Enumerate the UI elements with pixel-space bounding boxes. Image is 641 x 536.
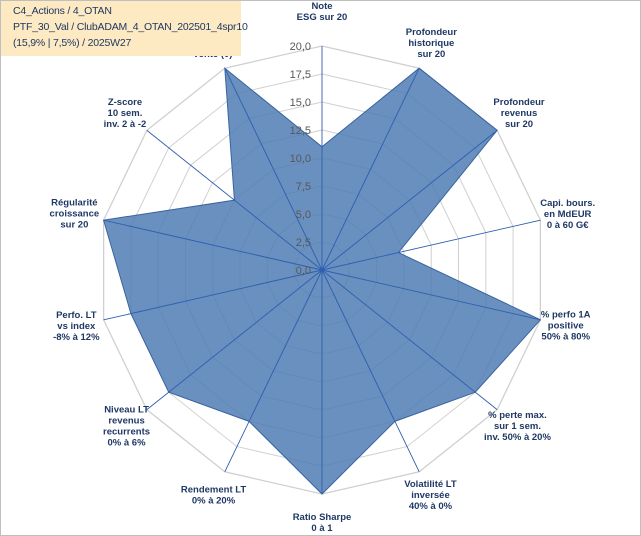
axis-label-line: Régularité [51,197,97,208]
axis-label-line: 0% à 20% [192,496,236,507]
axis-label-line: sur 1 sem. [494,421,541,432]
axis-spoke [103,269,323,321]
axis-label-line: Volatilité LT [404,479,457,490]
axis-label-line: inversée [411,490,450,501]
axis-label-8: Rendement LT0% à 20% [181,485,246,507]
axis-label-line: Ratio Sharpe [293,512,352,523]
axis-label-line: Perfo. LT [56,310,97,321]
tick-label: 10,0 [290,153,311,165]
axis-spoke [146,269,323,411]
axis-label-line: sur 20 [417,49,445,60]
axis-spoke [321,129,498,271]
axis-label-line: vs index [57,321,96,332]
axis-label-line: -8% à 12% [53,332,100,343]
title-line-2: PTF_30_Val / ClubADAM_4_OTAN_202501_4spr… [13,21,248,33]
axis-label-line: Note [311,1,332,12]
axis-label-line: historique [408,38,454,49]
axis-spoke [321,269,541,321]
axis-label-line: sur 20 [505,119,533,130]
axis-spoke [146,129,323,271]
title-line-1: C4_Actions / 4_OTAN [13,5,112,17]
axis-label-line: revenus [108,415,144,426]
tick-label: 12,5 [290,125,311,137]
axis-label-line: inv. 2 à -2 [104,119,147,130]
axis-label-5: % perte max.sur 1 sem.inv. 50% à 20% [484,410,551,443]
axis-label-line: Profondeur [406,27,457,38]
axis-label-line: ESG sur 20 [297,12,348,23]
tick-label: 20,0 [290,41,311,53]
tick-label: 15,0 [290,97,311,109]
axis-label-line: croissance [50,208,100,219]
title-line-3: (15,9% | 7,5%) / 2025W27 [13,37,132,49]
axis-spoke [321,269,420,473]
axis-label-line: Niveau LT [104,404,149,415]
axis-label-line: 50% à 80% [541,332,590,343]
axis-label-line: recurrents [103,426,150,437]
axis-spoke [103,219,323,271]
axis-label-line: en MdEUR [544,209,592,220]
axis-label-line: 0% à 6% [108,437,147,448]
tick-label: 2,5 [296,237,311,249]
axis-label-line: Capi. bours. [540,198,595,209]
tick-label: 7,5 [296,181,311,193]
chart-title-box: C4_Actions / 4_OTAN PTF_30_Val / ClubADA… [1,1,248,56]
tick-label: 17,5 [290,69,311,81]
axis-label-line: Profondeur [493,97,544,108]
axis-label-line: 0 à 60 G€ [547,220,589,231]
axis-label-line: % perfo 1A [541,310,591,321]
tick-label: 0,0 [296,265,311,277]
axis-label-line: sur 20 [60,219,88,230]
axis-spoke [321,219,541,271]
axis-spoke [224,67,323,271]
axis-spoke [321,269,498,411]
axis-label-line: inv. 50% à 20% [484,432,551,443]
axis-label-line: % perte max. [488,410,547,421]
tick-label: 5,0 [296,209,311,221]
axis-label-line: positive [548,321,584,332]
axis-label-line: 0 à 1 [311,523,333,534]
axis-spoke [321,67,420,271]
axes [103,46,541,494]
axis-label-line: Z-score [108,97,142,108]
axis-label-line: 40% à 0% [409,501,453,512]
axis-spoke [224,269,323,473]
axis-label-line: 10 sem. [108,108,143,119]
axis-label-line: revenus [501,108,537,119]
axis-label-line: Rendement LT [181,485,246,496]
